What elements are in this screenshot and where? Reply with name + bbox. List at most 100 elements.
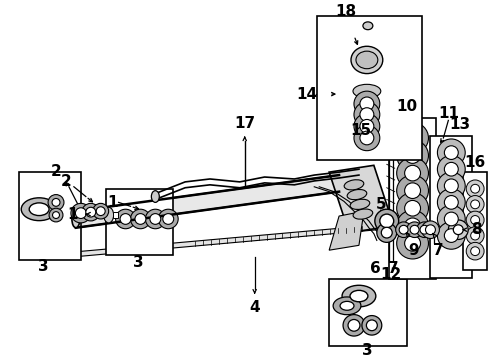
Ellipse shape [104, 207, 114, 223]
Text: 14: 14 [297, 87, 318, 102]
Ellipse shape [421, 221, 440, 238]
Ellipse shape [405, 130, 420, 146]
Text: 11: 11 [438, 106, 459, 121]
Bar [463, 172, 487, 270]
Ellipse shape [466, 195, 484, 213]
Polygon shape [76, 175, 339, 228]
Ellipse shape [466, 227, 484, 244]
Ellipse shape [163, 213, 174, 224]
Ellipse shape [350, 199, 370, 210]
Text: 2: 2 [50, 164, 61, 179]
Ellipse shape [471, 200, 480, 209]
Ellipse shape [438, 156, 465, 183]
Ellipse shape [344, 180, 364, 190]
Ellipse shape [399, 225, 408, 234]
Ellipse shape [397, 175, 428, 206]
Ellipse shape [347, 189, 367, 200]
Ellipse shape [377, 223, 397, 242]
Polygon shape [329, 211, 364, 250]
Ellipse shape [48, 195, 64, 210]
Text: 4: 4 [249, 300, 260, 315]
Ellipse shape [466, 242, 484, 260]
Ellipse shape [151, 191, 159, 202]
Ellipse shape [438, 172, 465, 199]
Ellipse shape [444, 146, 458, 159]
Ellipse shape [466, 211, 484, 229]
Ellipse shape [52, 212, 59, 219]
Ellipse shape [116, 209, 135, 229]
Ellipse shape [438, 139, 465, 166]
Ellipse shape [405, 218, 420, 234]
Text: 3: 3 [133, 255, 144, 270]
Text: 10: 10 [396, 99, 417, 114]
Text: 2: 2 [61, 174, 72, 189]
Ellipse shape [471, 184, 480, 193]
Bar [317, 16, 421, 161]
Ellipse shape [86, 207, 96, 217]
Text: 15: 15 [350, 123, 371, 138]
Ellipse shape [354, 125, 380, 151]
Ellipse shape [410, 225, 419, 234]
Bar [329, 279, 407, 346]
Ellipse shape [52, 198, 60, 206]
Ellipse shape [367, 320, 377, 331]
Ellipse shape [360, 108, 374, 121]
Text: 3: 3 [362, 343, 372, 358]
Ellipse shape [444, 162, 458, 176]
Ellipse shape [354, 91, 380, 117]
Ellipse shape [438, 205, 465, 233]
Ellipse shape [96, 207, 105, 216]
Ellipse shape [397, 193, 428, 224]
Ellipse shape [471, 216, 480, 224]
Ellipse shape [71, 203, 91, 223]
Ellipse shape [343, 315, 365, 336]
Ellipse shape [150, 213, 161, 224]
Text: 18: 18 [336, 4, 357, 19]
Ellipse shape [397, 122, 428, 154]
Ellipse shape [353, 84, 381, 98]
Text: 5: 5 [375, 197, 386, 212]
Ellipse shape [72, 210, 80, 228]
Ellipse shape [158, 209, 178, 229]
Ellipse shape [93, 203, 109, 219]
Text: 7: 7 [433, 243, 444, 258]
Ellipse shape [416, 222, 433, 238]
Text: 1: 1 [68, 207, 78, 222]
Ellipse shape [471, 231, 480, 240]
Text: 7: 7 [389, 261, 399, 276]
Ellipse shape [363, 22, 373, 30]
Ellipse shape [120, 213, 131, 224]
Ellipse shape [75, 208, 86, 219]
Ellipse shape [444, 212, 458, 226]
Ellipse shape [444, 195, 458, 209]
Polygon shape [61, 224, 389, 258]
Ellipse shape [29, 203, 49, 216]
Bar [430, 136, 472, 278]
Ellipse shape [405, 148, 420, 163]
Ellipse shape [405, 165, 420, 181]
Ellipse shape [380, 214, 393, 228]
Ellipse shape [375, 209, 399, 233]
Text: 8: 8 [471, 222, 482, 237]
Ellipse shape [82, 203, 100, 221]
Ellipse shape [353, 209, 373, 219]
Ellipse shape [333, 297, 361, 315]
Text: 12: 12 [380, 267, 401, 282]
Ellipse shape [397, 140, 428, 171]
Ellipse shape [362, 316, 382, 335]
Ellipse shape [453, 225, 463, 235]
Ellipse shape [354, 114, 380, 139]
Ellipse shape [146, 209, 165, 229]
Ellipse shape [397, 228, 428, 259]
Ellipse shape [444, 179, 458, 193]
Text: 16: 16 [465, 155, 486, 170]
Bar [106, 189, 173, 255]
Ellipse shape [340, 301, 354, 310]
Text: 3: 3 [38, 259, 49, 274]
Ellipse shape [438, 189, 465, 216]
Ellipse shape [466, 180, 484, 198]
Bar [113, 212, 118, 218]
Ellipse shape [360, 97, 374, 111]
Bar [389, 118, 437, 279]
Ellipse shape [405, 235, 420, 251]
